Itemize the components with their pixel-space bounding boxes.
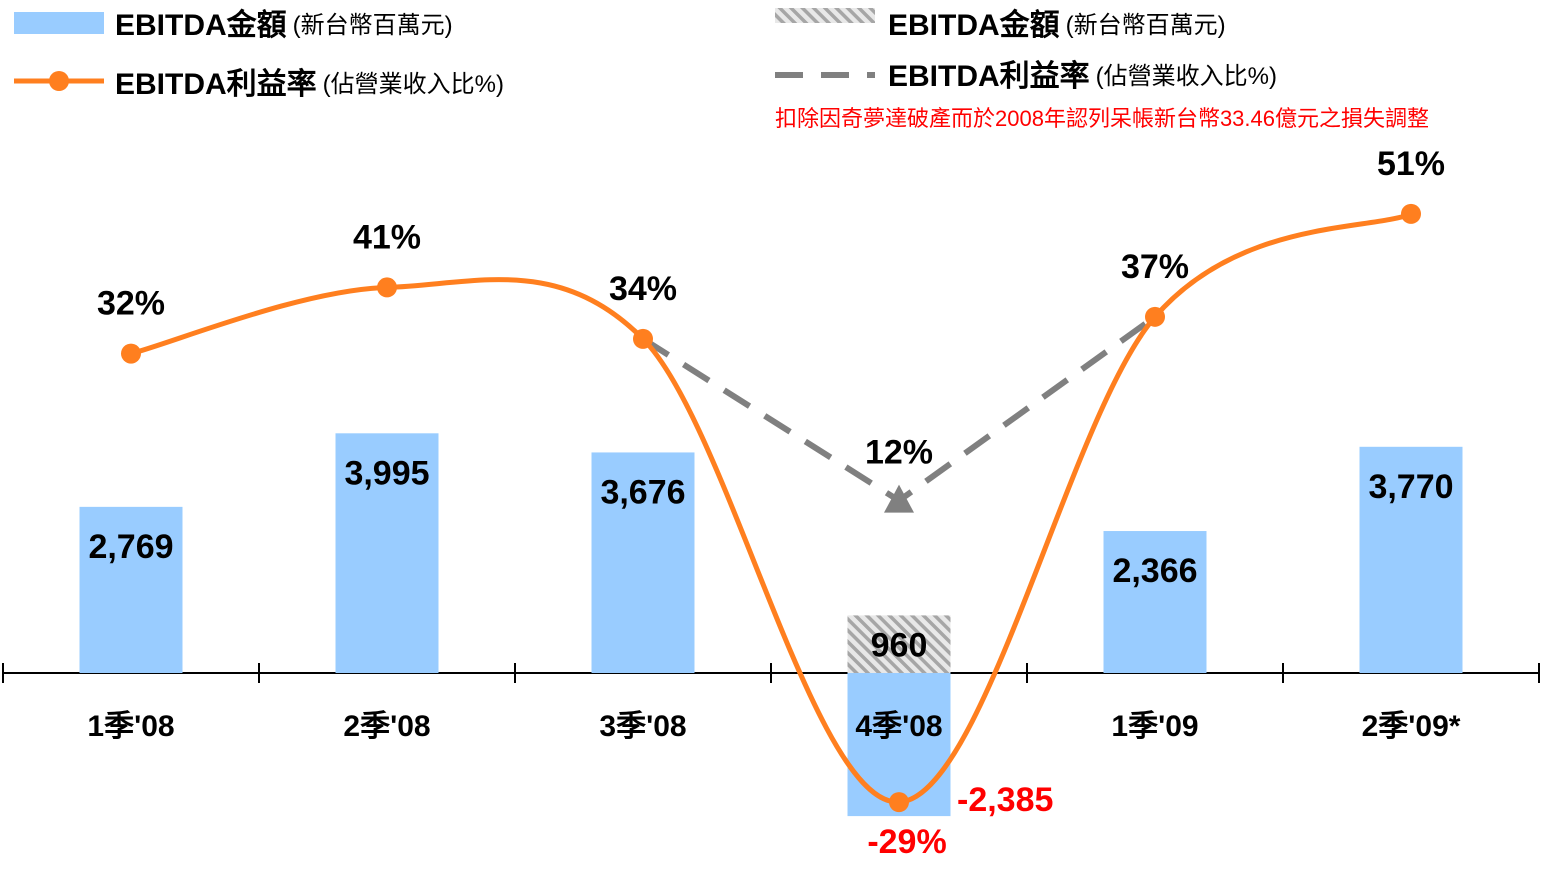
legend-unit: (新台幣百萬元) xyxy=(1066,12,1226,39)
bar-label: 2,366 xyxy=(1112,552,1197,590)
legend-name: EBITDA利益率 xyxy=(115,68,317,101)
x-tick-label: 2季'09* xyxy=(1362,710,1461,743)
bar xyxy=(335,433,439,673)
legend-unit: (新台幣百萬元) xyxy=(293,12,453,39)
line-label: 51% xyxy=(1377,145,1445,183)
line-label: 12% xyxy=(865,434,933,472)
legend-unit: (佔營業收入比%) xyxy=(323,71,504,98)
annotation: 扣除因奇夢達破產而於2008年認列呆帳新台幣33.46億元之損失調整 xyxy=(775,106,1429,131)
bar-label: 3,770 xyxy=(1368,468,1453,506)
marker xyxy=(377,277,397,298)
bar xyxy=(1359,446,1463,673)
marker-adjusted xyxy=(884,484,914,513)
legend-marker xyxy=(49,71,69,91)
legend-name: EBITDA金額 xyxy=(888,8,1060,42)
x-tick-label: 1季'08 xyxy=(87,710,174,743)
bar xyxy=(591,452,695,673)
bar xyxy=(79,506,183,673)
marker xyxy=(889,792,909,813)
bar-label: 960 xyxy=(871,626,928,664)
marker xyxy=(1145,306,1165,327)
legend-label: EBITDA金額 (新台幣百萬元) xyxy=(888,8,1226,42)
legend-swatch xyxy=(14,12,104,34)
x-tick-label: 3季'08 xyxy=(599,710,686,743)
legend-unit: (佔營業收入比%) xyxy=(1096,63,1277,90)
line xyxy=(130,211,1412,805)
bar-label: 3,995 xyxy=(344,454,429,492)
bar-label: 3,676 xyxy=(600,473,685,511)
legend-swatch xyxy=(775,8,875,23)
line-label: 34% xyxy=(609,270,677,308)
legend-label: EBITDA金額 (新台幣百萬元) xyxy=(115,8,453,42)
legend-label: EBITDA利益率 (佔營業收入比%) xyxy=(115,68,504,101)
x-tick-label: 2季'08 xyxy=(343,710,430,743)
marker xyxy=(121,343,141,364)
line-label: 32% xyxy=(97,285,165,323)
bar-label: 2,769 xyxy=(88,528,173,566)
legend-name: EBITDA金額 xyxy=(115,8,287,42)
marker xyxy=(633,328,653,349)
x-tick-label: 1季'09 xyxy=(1111,710,1198,743)
line-label: -29% xyxy=(867,823,946,861)
bar-adjusted xyxy=(847,615,951,673)
x-tick-label: 4季'08 xyxy=(855,710,942,743)
legend-label: EBITDA利益率 (佔營業收入比%) xyxy=(888,60,1277,93)
bar-label: -2,385 xyxy=(957,781,1053,819)
marker xyxy=(1401,203,1421,224)
legend-name: EBITDA利益率 xyxy=(888,60,1090,93)
line-label: 37% xyxy=(1121,248,1189,286)
bar xyxy=(1103,531,1207,673)
line-label: 41% xyxy=(353,218,421,256)
